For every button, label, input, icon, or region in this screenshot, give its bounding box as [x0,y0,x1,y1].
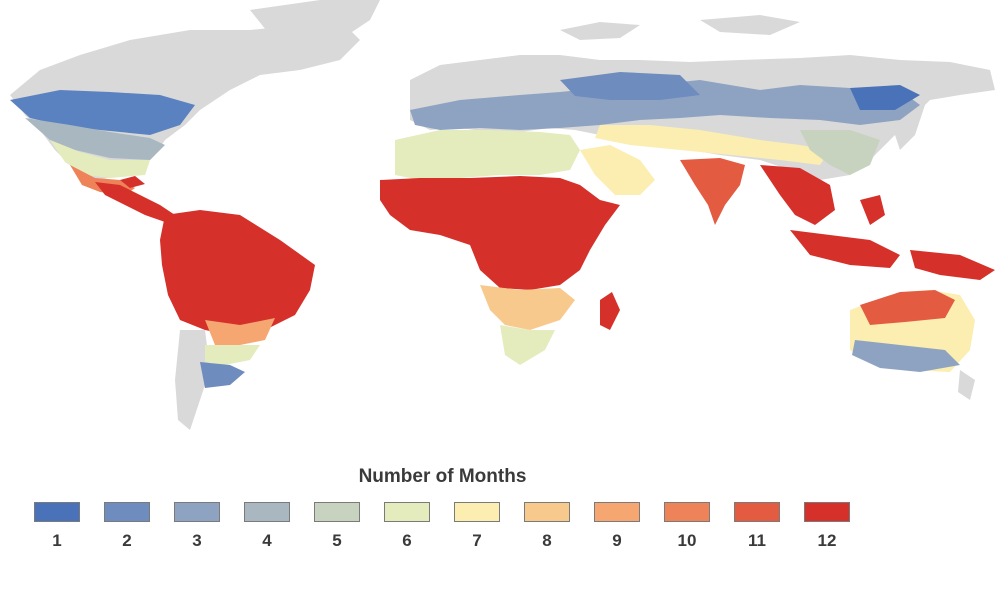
legend-swatch [804,502,850,522]
legend-item-7: 7 [454,502,500,551]
legend-item-12: 12 [804,502,850,551]
arabia [580,145,655,195]
world-map [10,0,995,430]
legend-item-1: 1 [34,502,80,551]
legend-label: 9 [612,531,622,550]
legend-swatch [734,502,780,522]
eurasia-bands [410,72,920,175]
legend-swatch [594,502,640,522]
legend-item-10: 10 [664,502,710,551]
legend-item-5: 5 [314,502,360,551]
legend-item-6: 6 [384,502,430,551]
legend-title: Number of Months [358,466,527,487]
australia [850,290,975,372]
legend-item-4: 4 [244,502,290,551]
legend-label: 3 [192,531,202,550]
legend-label: 2 [122,531,132,550]
southeast-asia [760,165,995,280]
legend-swatch [174,502,220,522]
legend-item-8: 8 [524,502,570,551]
south-america [160,210,315,388]
legend-swatch [524,502,570,522]
legend-swatch [664,502,710,522]
legend-swatch [384,502,430,522]
legend-item-9: 9 [594,502,640,551]
legend-item-3: 3 [174,502,220,551]
central-america [95,182,175,222]
legend-label: 4 [262,531,272,550]
africa [380,176,620,365]
india [680,158,745,225]
legend-label: 12 [817,531,837,550]
legend-label: 10 [677,531,697,550]
legend-swatch [244,502,290,522]
legend: 1 2 3 4 5 6 7 8 9 10 11 12 [34,502,874,562]
legend-label: 11 [748,531,766,550]
north-africa [395,130,580,180]
legend-swatch [314,502,360,522]
na-band [10,90,195,195]
legend-item-2: 2 [104,502,150,551]
legend-label: 8 [542,531,552,550]
caribbean [120,176,145,188]
legend-label: 5 [332,531,342,550]
legend-label: 7 [472,531,482,550]
legend-item-11: 11 [734,502,780,551]
legend-swatch [34,502,80,522]
legend-label: 6 [402,531,412,550]
legend-label: 1 [52,531,62,550]
legend-swatch [104,502,150,522]
legend-swatch [454,502,500,522]
